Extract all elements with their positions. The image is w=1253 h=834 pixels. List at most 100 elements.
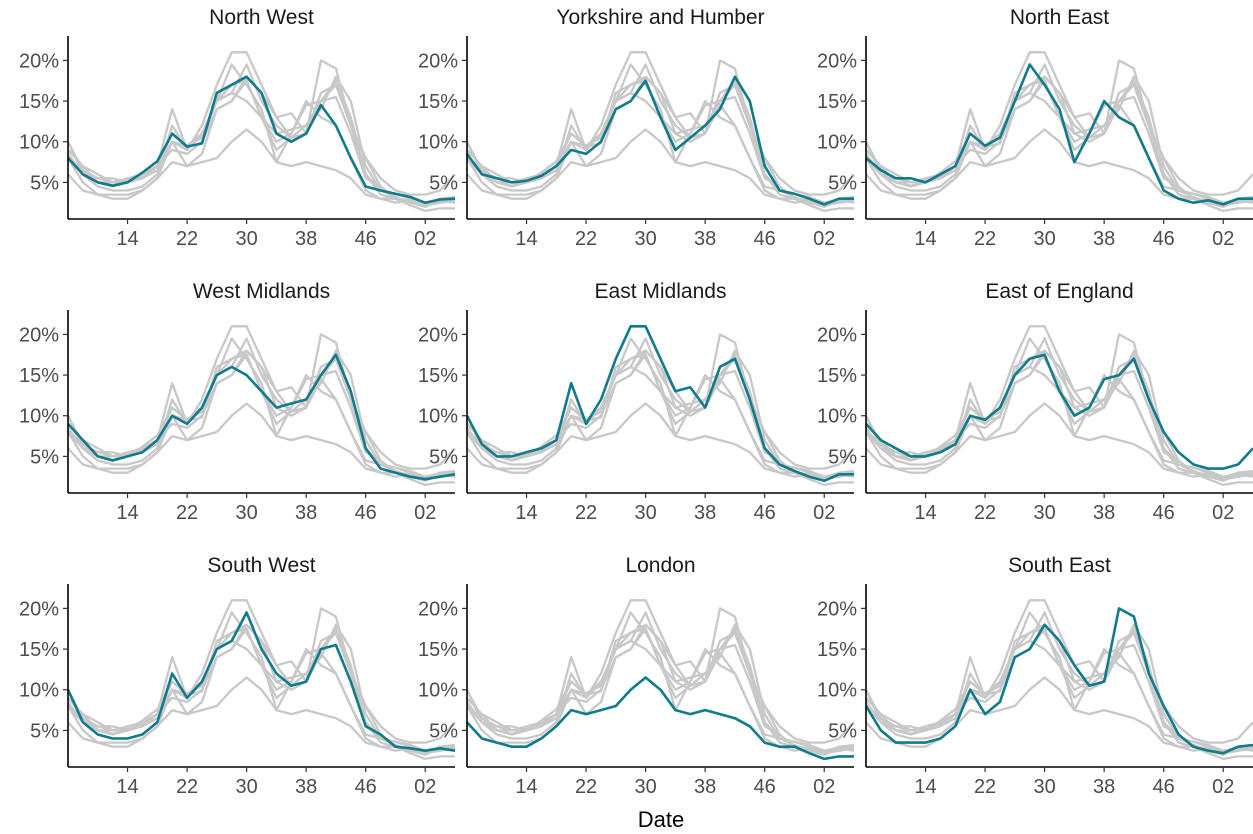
x-tick-label: 38 — [1093, 502, 1115, 524]
y-tick-label: 15% — [817, 91, 857, 113]
y-tick-label: 20% — [817, 324, 857, 346]
series-line-east-of-england-highlight — [865, 353, 1253, 470]
panel-east-of-england: East of England 5% 10% 15% 20% 14 22 30 38 46 02 — [817, 280, 1253, 524]
x-tick-label: 38 — [694, 776, 716, 798]
panel-title: South West — [207, 554, 315, 577]
series-line-yorkshire-and-humber-highlight — [465, 75, 854, 206]
x-tick-label: 22 — [176, 502, 198, 524]
x-tick-label: 30 — [634, 776, 656, 798]
x-tick-label: 38 — [1093, 776, 1115, 798]
y-tick-label: 10% — [418, 406, 458, 428]
series-line-east-of-england-grey — [865, 627, 1253, 744]
x-tick-label: 14 — [116, 502, 138, 524]
panel-london: London 5% 10% 15% 20% 14 22 30 38 46 02 — [418, 554, 855, 798]
x-tick-label: 22 — [176, 776, 198, 798]
panel-title: West Midlands — [193, 280, 330, 303]
y-tick-label: 10% — [817, 132, 857, 154]
chart-panels: North West 5% 10% 15% 20% 14 22 30 38 46 02 Yorkshi… — [19, 6, 1253, 798]
panel-title: North East — [1010, 6, 1109, 29]
series-line-north-east-grey — [865, 611, 1253, 754]
y-tick-label: 5% — [429, 446, 458, 468]
x-tick-label: 46 — [1153, 502, 1175, 524]
x-tick-label: 14 — [515, 502, 537, 524]
x-tick-label: 38 — [1093, 228, 1115, 250]
x-tick-label: 30 — [1033, 502, 1055, 524]
series-line-south-east-grey — [466, 607, 855, 755]
x-tick-label: 30 — [634, 502, 656, 524]
x-tick-label: 38 — [694, 502, 716, 524]
y-tick-label: 10% — [19, 406, 59, 428]
series-line-london-grey — [865, 402, 1253, 487]
series-line-london-grey — [67, 676, 455, 761]
y-tick-label: 5% — [828, 446, 857, 468]
y-tick-label: 10% — [817, 406, 857, 428]
y-tick-label: 20% — [418, 324, 458, 346]
y-tick-label: 5% — [30, 172, 59, 194]
series-line-south-east-grey — [865, 59, 1253, 207]
y-tick-label: 10% — [418, 680, 458, 702]
y-tick-label: 20% — [19, 598, 59, 620]
series-line-london-grey — [466, 128, 854, 213]
x-tick-label: 46 — [355, 228, 377, 250]
x-tick-label: 38 — [295, 228, 317, 250]
panel-title: South East — [1008, 554, 1111, 577]
panel-north-east: North East 5% 10% 15% 20% 14 22 30 38 46 02 — [817, 6, 1253, 250]
series-line-west-midlands-highlight — [67, 353, 456, 481]
x-tick-label: 14 — [914, 228, 936, 250]
x-tick-label: 02 — [813, 776, 835, 798]
series-line-north-east-grey — [67, 611, 455, 754]
x-tick-label: 14 — [116, 228, 138, 250]
x-tick-label: 02 — [414, 502, 436, 524]
y-tick-label: 15% — [19, 639, 59, 661]
x-tick-label: 46 — [754, 502, 776, 524]
series-line-london-highlight — [466, 676, 854, 761]
panel-south-east: South East 5% 10% 15% 20% 14 22 30 38 46 02 — [817, 554, 1253, 798]
x-tick-label: 30 — [634, 228, 656, 250]
x-tick-label: 02 — [414, 776, 436, 798]
x-tick-label: 22 — [176, 228, 198, 250]
panel-title: Yorkshire and Humber — [556, 6, 764, 29]
series-line-london-grey — [466, 402, 854, 487]
x-tick-label: 22 — [974, 228, 996, 250]
x-tick-label: 38 — [694, 228, 716, 250]
series-line-london-grey — [67, 128, 455, 213]
y-tick-label: 20% — [19, 50, 59, 72]
x-tick-label: 02 — [813, 228, 835, 250]
series-line-south-west-highlight — [66, 611, 456, 752]
x-tick-label: 22 — [974, 776, 996, 798]
y-tick-label: 5% — [30, 720, 59, 742]
y-tick-label: 15% — [817, 365, 857, 387]
series-line-east-of-england-grey — [466, 627, 855, 744]
x-tick-label: 14 — [515, 228, 537, 250]
x-tick-label: 02 — [1212, 228, 1234, 250]
y-tick-label: 10% — [817, 680, 857, 702]
series-line-south-east-grey — [466, 59, 855, 207]
y-tick-label: 15% — [418, 91, 458, 113]
series-line-east-of-england-grey — [466, 353, 855, 470]
x-tick-label: 22 — [575, 228, 597, 250]
panel-east-midlands: East Midlands 5% 10% 15% 20% 14 22 30 38 46 02 — [418, 280, 855, 524]
x-tick-label: 14 — [515, 776, 537, 798]
x-tick-label: 14 — [914, 502, 936, 524]
series-line-east-of-england-grey — [67, 79, 456, 196]
x-tick-label: 46 — [754, 776, 776, 798]
x-tick-label: 30 — [235, 228, 257, 250]
series-line-north-east-grey — [466, 611, 854, 754]
panel-title: North West — [209, 6, 314, 29]
panel-title: London — [625, 554, 695, 577]
y-tick-label: 5% — [429, 172, 458, 194]
series-line-east-midlands-highlight — [465, 325, 854, 483]
y-tick-label: 20% — [817, 50, 857, 72]
y-tick-label: 10% — [19, 680, 59, 702]
series-line-south-east-grey — [67, 333, 456, 481]
x-tick-label: 14 — [116, 776, 138, 798]
x-tick-label: 30 — [1033, 776, 1055, 798]
x-tick-label: 38 — [295, 776, 317, 798]
y-tick-label: 20% — [817, 598, 857, 620]
x-tick-label: 02 — [414, 228, 436, 250]
x-tick-label: 38 — [295, 502, 317, 524]
y-tick-label: 20% — [418, 598, 458, 620]
x-tick-label: 46 — [355, 502, 377, 524]
panel-west-midlands: West Midlands 5% 10% 15% 20% 14 22 30 38 46 02 — [19, 280, 456, 524]
x-tick-label: 22 — [575, 776, 597, 798]
